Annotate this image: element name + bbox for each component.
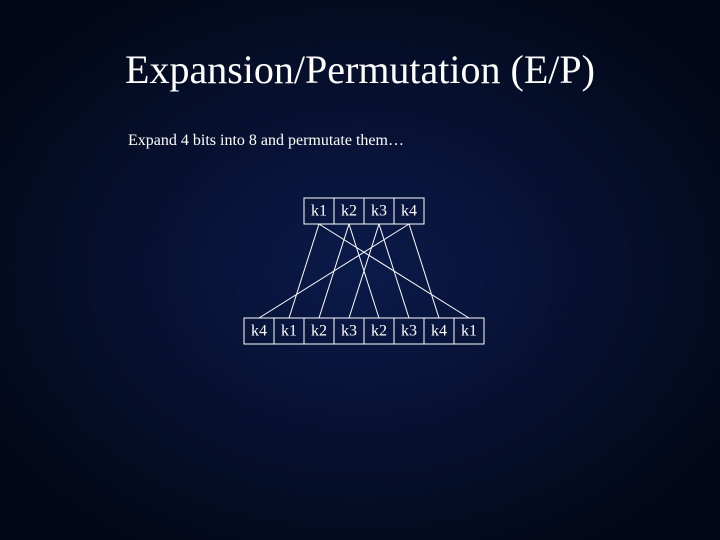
top-label: k3 <box>371 203 387 220</box>
bottom-label: k2 <box>311 323 327 340</box>
mapping-line <box>409 224 439 318</box>
bottom-label: k2 <box>371 323 387 340</box>
mapping-lines <box>259 224 469 318</box>
top-label: k2 <box>341 203 357 220</box>
bottom-label: k3 <box>401 323 417 340</box>
bottom-label: k1 <box>281 323 297 340</box>
bottom-label: k4 <box>431 323 447 340</box>
ep-diagram: k1 k2 k3 k4 k4 k1 k2 k3 k2 k3 k4 k1 <box>0 0 720 540</box>
bottom-label: k4 <box>251 323 267 340</box>
top-label: k1 <box>311 203 327 220</box>
mapping-line <box>259 224 409 318</box>
top-label: k4 <box>401 203 417 220</box>
bottom-row: k4 k1 k2 k3 k2 k3 k4 k1 <box>244 318 484 344</box>
mapping-line <box>379 224 409 318</box>
top-row: k1 k2 k3 k4 <box>304 198 424 224</box>
mapping-line <box>289 224 319 318</box>
bottom-label: k1 <box>461 323 477 340</box>
bottom-label: k3 <box>341 323 357 340</box>
